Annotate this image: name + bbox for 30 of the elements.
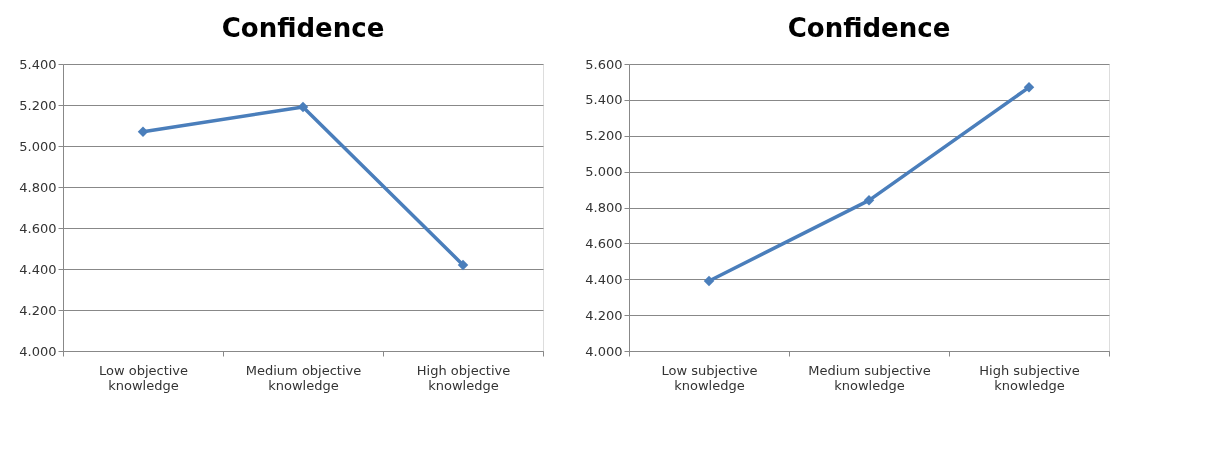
- y-tick-label: 4.800: [585, 200, 623, 215]
- point: [703, 275, 715, 287]
- y-tick-label: 5.400: [19, 56, 57, 72]
- x-tick-label: Medium subjective knowledge: [808, 362, 931, 393]
- chart-title: Confidence: [221, 13, 385, 43]
- x-tick-label: High subjective knowledge: [979, 362, 1080, 393]
- y-tick-label: 4.600: [19, 220, 57, 236]
- y-tick-label: 4.600: [585, 235, 623, 251]
- x-tick-label: Medium objective knowledge: [245, 362, 362, 393]
- point: [457, 259, 469, 271]
- y-tick-label: 4.000: [585, 343, 623, 359]
- y-tick-label: 4.400: [585, 271, 623, 287]
- x-tick-label: High objective knowledge: [416, 362, 511, 393]
- y-tick-label: 4.000: [19, 343, 57, 359]
- point: [137, 126, 149, 137]
- y-tick-label: 4.200: [19, 302, 57, 318]
- y-tick-label: 5.200: [585, 128, 623, 144]
- y-tick-label: 4.400: [19, 261, 57, 277]
- y-tick-label: 5.000: [19, 138, 57, 154]
- y-tick-label: 5.200: [19, 97, 57, 113]
- x-tick-label: Low subjective knowledge: [661, 362, 758, 393]
- point: [1023, 82, 1035, 93]
- point: [863, 195, 875, 206]
- y-tick-label: 5.000: [585, 164, 623, 180]
- chart-title: Confidence: [787, 13, 951, 43]
- y-tick-label: 5.600: [585, 56, 623, 72]
- y-tick-label: 4.200: [585, 307, 623, 323]
- y-tick-label: 4.800: [19, 179, 57, 195]
- y-tick-label: 5.400: [585, 92, 623, 108]
- x-tick-label: Low objective knowledge: [98, 362, 189, 393]
